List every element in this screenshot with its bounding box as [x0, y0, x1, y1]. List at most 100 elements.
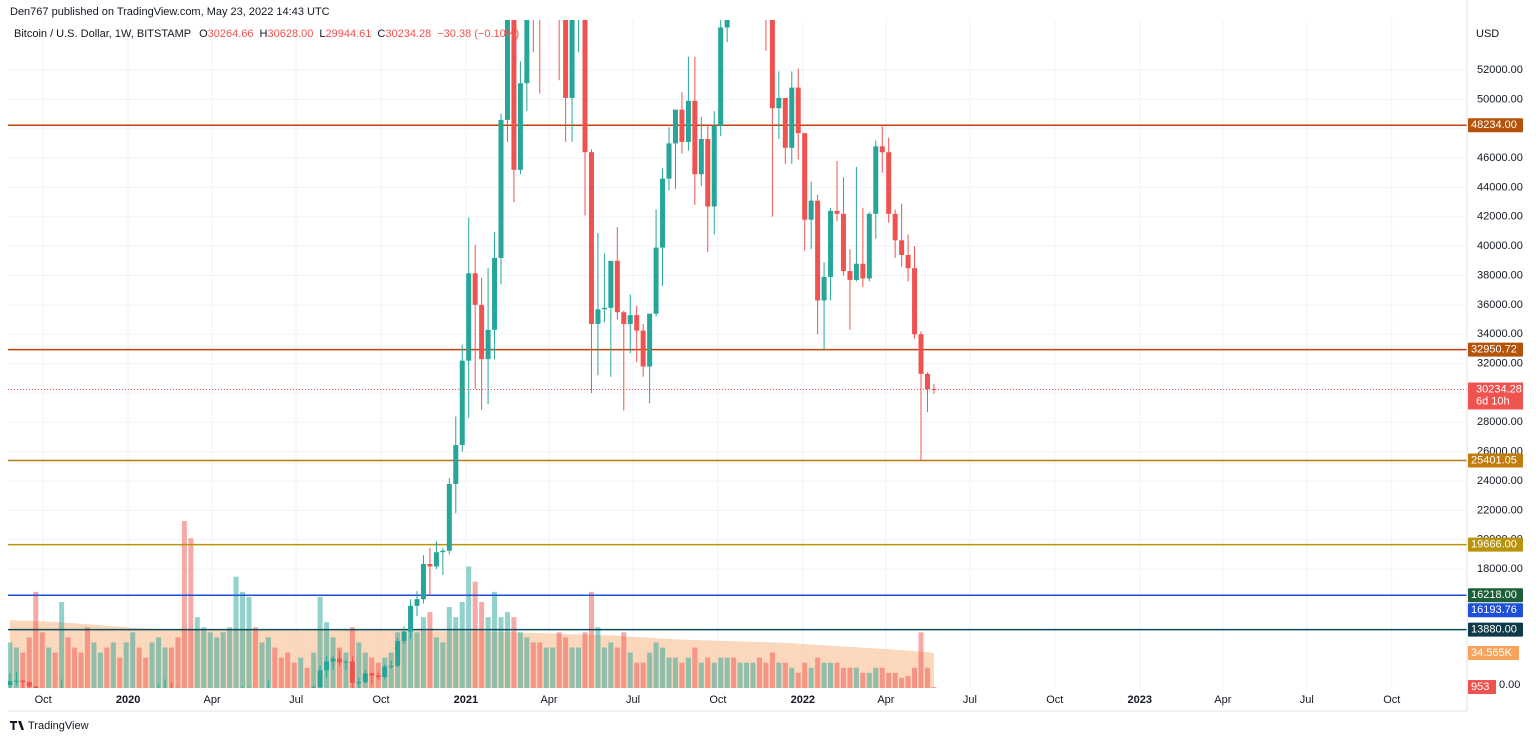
level-label: 48234.00 — [1471, 119, 1517, 131]
candle-body — [544, 0, 549, 14]
candle-body — [666, 143, 672, 179]
plot-area — [8, 0, 1467, 729]
volume-bar — [737, 662, 743, 688]
candle-body — [672, 109, 678, 144]
candle-body — [150, 697, 155, 707]
volume-bar — [336, 647, 342, 688]
x-tick-label: Oct — [372, 694, 389, 706]
candle-body — [317, 670, 323, 688]
volume-bar — [104, 647, 110, 688]
volume-bar — [853, 667, 859, 688]
y-tick-label: 50000.00 — [1477, 93, 1523, 105]
y-tick-label: 24000.00 — [1477, 475, 1523, 487]
volume-bar — [550, 647, 556, 688]
candle-body — [362, 673, 368, 683]
volume-bar — [834, 662, 840, 688]
volume-bar — [214, 637, 220, 688]
level-label: 16193.76 — [1471, 604, 1517, 616]
volume-bar — [466, 566, 472, 688]
candle-body — [40, 715, 45, 718]
candle-body — [182, 708, 187, 716]
candle-body — [692, 100, 698, 175]
volume-bar — [912, 667, 918, 688]
candle-body — [227, 720, 232, 729]
volume-bar — [588, 591, 594, 688]
volume-ma-bg — [1468, 646, 1519, 661]
candle-body — [375, 675, 381, 677]
volume-bar — [924, 667, 930, 688]
y-tick-label: 42000.00 — [1477, 211, 1523, 223]
candle-body — [330, 658, 336, 662]
volume-bar — [847, 667, 853, 688]
candle-body — [420, 563, 426, 600]
currency: USD — [1476, 28, 1499, 40]
candle-body — [698, 138, 704, 175]
candle-body — [169, 688, 174, 691]
volume-bar — [621, 632, 627, 688]
level-label-bg — [1468, 342, 1523, 357]
candle-body — [8, 680, 13, 686]
volume-bar — [886, 672, 892, 688]
volume-bar — [278, 657, 284, 688]
volume-bar — [873, 667, 879, 688]
candle-body — [26, 682, 32, 687]
volume-bar — [91, 642, 97, 688]
last-price-bg — [1468, 382, 1523, 410]
volume-bar — [627, 652, 633, 688]
volume-bar — [84, 627, 90, 688]
volume-bar — [252, 627, 258, 688]
y-tick-label: 28000.00 — [1477, 416, 1523, 428]
countdown-label: 6d 10h — [1476, 395, 1510, 407]
candle-body — [705, 138, 711, 207]
volume-bar — [388, 652, 394, 688]
volume-bar — [285, 652, 291, 688]
candle-body — [621, 312, 627, 324]
y-tick-label: 44000.00 — [1477, 181, 1523, 193]
candle-body — [427, 563, 433, 567]
candle-body — [253, 691, 258, 703]
candle-body — [640, 330, 646, 367]
volume-bar — [298, 657, 304, 688]
candle-body — [336, 658, 342, 663]
candle-body — [815, 200, 821, 301]
volume-bar — [685, 657, 691, 688]
candle-body — [343, 661, 349, 663]
volume-bar — [569, 647, 575, 688]
ohlc-value: −30.38 (−0.10%) — [437, 28, 519, 40]
candle-body — [143, 706, 148, 707]
volume-bar — [802, 662, 808, 688]
volume-bar — [317, 596, 323, 688]
volume-bar — [840, 667, 846, 688]
candle-body — [479, 304, 485, 360]
x-tick-label: Apr — [877, 694, 894, 706]
candle-body — [111, 723, 116, 729]
brand-name: TradingView — [28, 720, 89, 732]
volume-bar — [65, 637, 71, 688]
level-label-bg — [1468, 537, 1523, 552]
volume-bar — [866, 672, 872, 688]
volume-bar — [782, 662, 788, 688]
candle-body — [504, 20, 510, 120]
y-tick-label: 38000.00 — [1477, 269, 1523, 281]
x-tick-label: Apr — [1214, 694, 1231, 706]
y2-tick-label: 0.00 — [1499, 679, 1520, 691]
volume-last-label: 953 — [1471, 681, 1489, 693]
candle-body — [924, 373, 930, 390]
y-tick-label: 18000.00 — [1477, 563, 1523, 575]
volume-bar — [272, 647, 278, 688]
published-note: Den767 published on TradingView.com, May… — [10, 6, 330, 18]
brand: TradingView — [10, 720, 89, 732]
volume-bar — [46, 647, 52, 688]
candle-body — [388, 665, 394, 667]
volume-bar — [59, 601, 65, 688]
volume-bar — [905, 675, 911, 688]
candle-body — [647, 313, 653, 367]
x-tick-label: Jul — [963, 694, 977, 706]
candle-body — [79, 704, 84, 708]
volume-bar — [123, 642, 129, 688]
brand-logo — [10, 721, 24, 730]
volume-bar — [446, 607, 452, 688]
candle-body — [53, 712, 58, 713]
candle-body — [524, 20, 530, 84]
volume-bar — [530, 642, 536, 688]
